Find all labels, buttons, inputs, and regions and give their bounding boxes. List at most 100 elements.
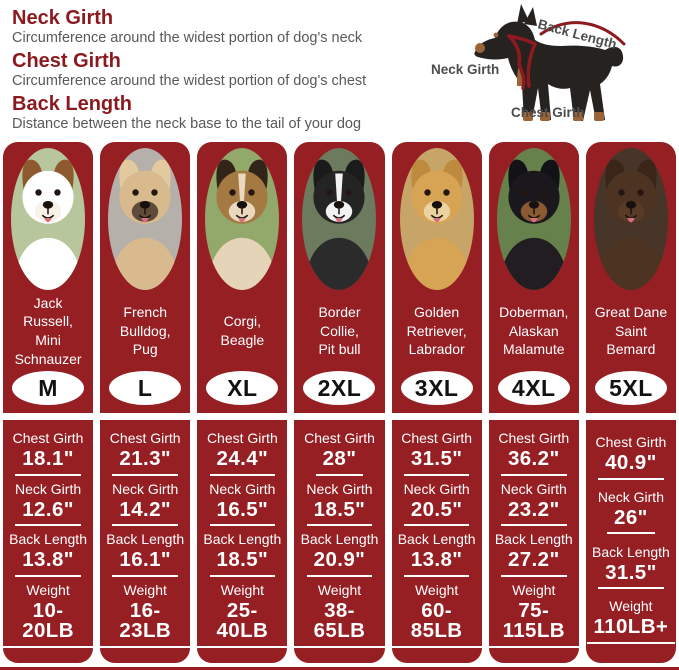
size-column-xl: Corgi, Beagle XL Chest Girth 24.4" Neck …: [197, 142, 288, 663]
measurement-label: Neck Girth: [112, 480, 179, 497]
size-column-2xl: Border Collie, Pit bull 2XL Chest Girth …: [294, 142, 385, 663]
legend-definition: Distance between the neck base to the ta…: [12, 116, 362, 132]
measurement-value: 24.4": [209, 449, 276, 476]
french-bulldog-photo: [108, 148, 182, 290]
measurement-label: Weight: [26, 581, 70, 598]
breed-card: Golden Retriever, Labrador 3XL: [391, 142, 482, 413]
measurement-group: Neck Girth 12.6": [15, 482, 81, 527]
size-badge: 3XL: [400, 371, 473, 405]
measurement-group: Weight 16-23LB: [100, 581, 191, 648]
measurement-label: Weight: [123, 581, 167, 598]
size-chart: Jack Russell, Mini Schnauzer M Chest Gir…: [3, 142, 676, 663]
breed-names: Doberman, Alaskan Malamute: [499, 304, 569, 358]
harness-straps: [507, 34, 537, 90]
measurement-value: 18.5": [306, 499, 373, 527]
measurement-label: Back Length: [106, 531, 185, 548]
measurement-label: Neck Girth: [15, 480, 82, 497]
measurement-group: Weight 60-85LB: [391, 583, 482, 648]
measurement-value: 31.5": [598, 562, 664, 590]
breed-names: Jack Russell, Mini Schnauzer: [14, 294, 82, 367]
measurement-group: Chest Girth 18.1": [12, 430, 84, 476]
measurement-label: Neck Girth: [500, 480, 567, 497]
measurement-label: Neck Girth: [597, 488, 664, 505]
measurement-group: Neck Girth 14.2": [112, 482, 178, 527]
doberman-photo: [497, 148, 571, 290]
measurement-value: 18.5": [209, 550, 276, 577]
measurement-group: Chest Girth 28": [304, 431, 375, 476]
measurement-label: Chest Girth: [401, 430, 473, 447]
measurement-value: 75-115LB: [488, 600, 579, 648]
measurements-card: Chest Girth 28" Neck Girth 18.5" Back Le…: [294, 420, 385, 663]
measurement-value: 18.1": [15, 449, 81, 476]
measurement-value: 27.2": [500, 550, 567, 577]
measurement-label: Chest Girth: [12, 430, 84, 447]
breed-names: Golden Retriever, Labrador: [406, 304, 467, 358]
measurement-group: Neck Girth 16.5": [209, 482, 275, 527]
measurement-group: Neck Girth 18.5": [306, 480, 373, 527]
size-badge: 4XL: [497, 371, 570, 405]
measurement-value: 31.5": [403, 449, 470, 476]
beagle-photo: [205, 148, 279, 290]
measurement-value: 25-40LB: [197, 600, 288, 648]
measurement-label: Weight: [609, 598, 653, 615]
measurement-value: 20.9": [306, 550, 373, 577]
dog-ear-shape: [517, 4, 529, 24]
size-badge: 5XL: [594, 371, 667, 405]
size-badge: XL: [206, 371, 279, 405]
measurement-group: Weight 75-115LB: [488, 581, 579, 648]
breed-card: Border Collie, Pit bull 2XL: [294, 142, 385, 413]
measurement-group: Chest Girth 36.2": [498, 431, 569, 476]
measurement-label: Back Length: [9, 531, 87, 548]
measurement-label: Back Length: [203, 531, 282, 548]
measurement-value: 23.2": [500, 499, 567, 527]
jack-russell-photo: [11, 148, 85, 290]
measurement-group: Neck Girth 23.2": [501, 482, 567, 527]
measurement-value: 13.8": [15, 550, 81, 577]
size-badge: L: [109, 371, 182, 405]
measurement-value: 16-23LB: [100, 600, 191, 648]
measurement-label: Chest Girth: [109, 430, 181, 447]
measurement-group: Back Length 27.2": [495, 532, 573, 577]
measurement-group: Back Length 31.5": [592, 545, 670, 590]
measurement-label: Chest Girth: [304, 430, 375, 447]
measurement-label: Weight: [512, 581, 556, 598]
dog-silhouette: [474, 21, 624, 121]
measurement-label: Neck Girth: [306, 480, 373, 497]
diagram-chest-girth-label: Chest Girth: [511, 105, 585, 120]
measurement-label: Back Length: [300, 531, 379, 548]
measurement-group: Chest Girth 40.9": [596, 435, 666, 480]
measurement-value: 36.2": [500, 449, 567, 476]
measurement-value: 26": [607, 507, 655, 535]
size-column-l: French Bulldog, Pug L Chest Girth 21.3" …: [100, 142, 191, 663]
breed-names: Corgi, Beagle: [220, 313, 265, 348]
measurement-value: 12.6": [15, 499, 81, 527]
legend-definition: Circumference around the widest portion …: [12, 73, 367, 89]
border-collie-photo: [302, 148, 376, 290]
legend-term: Chest Girth: [12, 50, 121, 72]
breed-card: Great Dane Saint Bemard 5XL: [585, 142, 676, 413]
measurement-group: Chest Girth 21.3": [110, 431, 181, 476]
measurement-group: Weight 110LB+: [586, 598, 676, 644]
measurements-card: Chest Girth 40.9" Neck Girth 26" Back Le…: [585, 420, 676, 663]
measurement-value: 10-20LB: [3, 600, 94, 648]
dog-measurement-diagram: Back Length Neck Girth Chest Girth: [427, 0, 679, 141]
size-column-4xl: Doberman, Alaskan Malamute 4XL Chest Gir…: [488, 142, 579, 663]
breed-card: Jack Russell, Mini Schnauzer M: [3, 142, 94, 413]
legend-term: Back Length: [12, 93, 133, 115]
measurement-group: Chest Girth 24.4": [207, 431, 278, 476]
measurement-group: Back Length 20.9": [300, 531, 379, 577]
measurement-label: Back Length: [494, 531, 573, 548]
great-dane-photo: [594, 148, 668, 290]
measurements-card: Chest Girth 36.2" Neck Girth 23.2" Back …: [488, 420, 579, 663]
measurement-value: 110LB+: [586, 617, 676, 644]
measurements-card: Chest Girth 21.3" Neck Girth 14.2" Back …: [100, 420, 191, 663]
measurement-value: 28": [315, 449, 364, 476]
size-column-5xl: Great Dane Saint Bemard 5XL Chest Girth …: [585, 142, 676, 663]
measurement-group: Back Length 13.8": [9, 532, 87, 577]
measurement-group: Weight 25-40LB: [197, 583, 288, 648]
measurement-group: Back Length 18.5": [203, 532, 281, 577]
measurements-card: Chest Girth 18.1" Neck Girth 12.6" Back …: [3, 420, 94, 663]
measurement-value: 13.8": [403, 550, 470, 577]
size-badge: M: [12, 371, 85, 405]
size-column-3xl: Golden Retriever, Labrador 3XL Chest Gir…: [391, 142, 482, 663]
